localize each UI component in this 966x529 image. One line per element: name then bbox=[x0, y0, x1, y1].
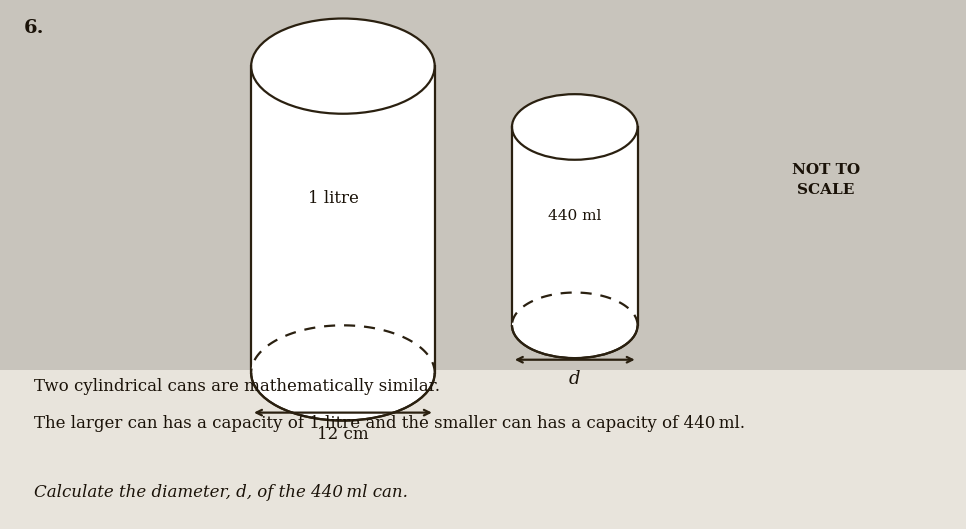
Text: 12 cm: 12 cm bbox=[317, 426, 369, 443]
Ellipse shape bbox=[251, 325, 435, 421]
Text: The larger can has a capacity of 1 litre and the smaller can has a capacity of 4: The larger can has a capacity of 1 litre… bbox=[34, 415, 745, 432]
Polygon shape bbox=[0, 370, 966, 529]
Polygon shape bbox=[251, 66, 435, 373]
Text: Two cylindrical cans are mathematically similar.: Two cylindrical cans are mathematically … bbox=[34, 378, 440, 395]
Text: Calculate the diameter, d, of the 440 ml can.: Calculate the diameter, d, of the 440 ml… bbox=[34, 484, 408, 501]
Polygon shape bbox=[512, 127, 638, 325]
Text: 1 litre: 1 litre bbox=[308, 190, 358, 207]
Ellipse shape bbox=[512, 293, 638, 358]
Ellipse shape bbox=[251, 19, 435, 114]
Text: 6.: 6. bbox=[24, 19, 44, 37]
Ellipse shape bbox=[512, 94, 638, 160]
Text: NOT TO
SCALE: NOT TO SCALE bbox=[792, 162, 860, 197]
Text: 440 ml: 440 ml bbox=[548, 208, 602, 223]
Text: d: d bbox=[569, 370, 581, 388]
